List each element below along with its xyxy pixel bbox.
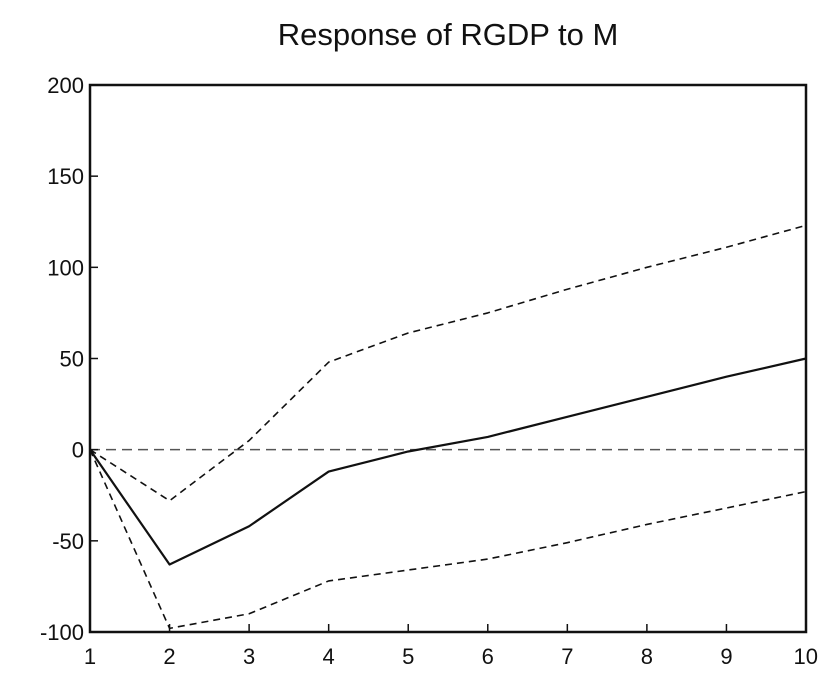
x-axis: 1 2 3 4 5 6 7 8 9 10 bbox=[84, 624, 818, 669]
x-tick-label: 2 bbox=[163, 644, 175, 669]
y-tick-label: 150 bbox=[47, 164, 84, 189]
x-tick-label: 7 bbox=[561, 644, 573, 669]
chart-title: Response of RGDP to M bbox=[278, 17, 619, 52]
x-tick-label: 10 bbox=[794, 644, 818, 669]
y-tick-label: 0 bbox=[72, 438, 84, 463]
x-tick-label: 5 bbox=[402, 644, 414, 669]
series-line-3 bbox=[89, 449, 807, 630]
y-tick-label: 200 bbox=[47, 73, 84, 98]
series-line-2 bbox=[89, 224, 807, 502]
y-tick-label: 50 bbox=[60, 347, 84, 372]
y-tick-label: 100 bbox=[47, 255, 84, 280]
x-tick-label: 9 bbox=[720, 644, 732, 669]
y-tick-label: -100 bbox=[40, 620, 84, 645]
series-line-1 bbox=[89, 357, 807, 566]
x-tick-label: 8 bbox=[641, 644, 653, 669]
y-tick-label: -50 bbox=[52, 529, 84, 554]
x-tick-label: 6 bbox=[482, 644, 494, 669]
x-tick-label: 1 bbox=[84, 644, 96, 669]
series-layer bbox=[89, 224, 807, 630]
x-tick-label: 4 bbox=[323, 644, 335, 669]
x-tick-label: 3 bbox=[243, 644, 255, 669]
y-axis: 200 150 100 50 0 -50 -100 bbox=[40, 73, 98, 645]
